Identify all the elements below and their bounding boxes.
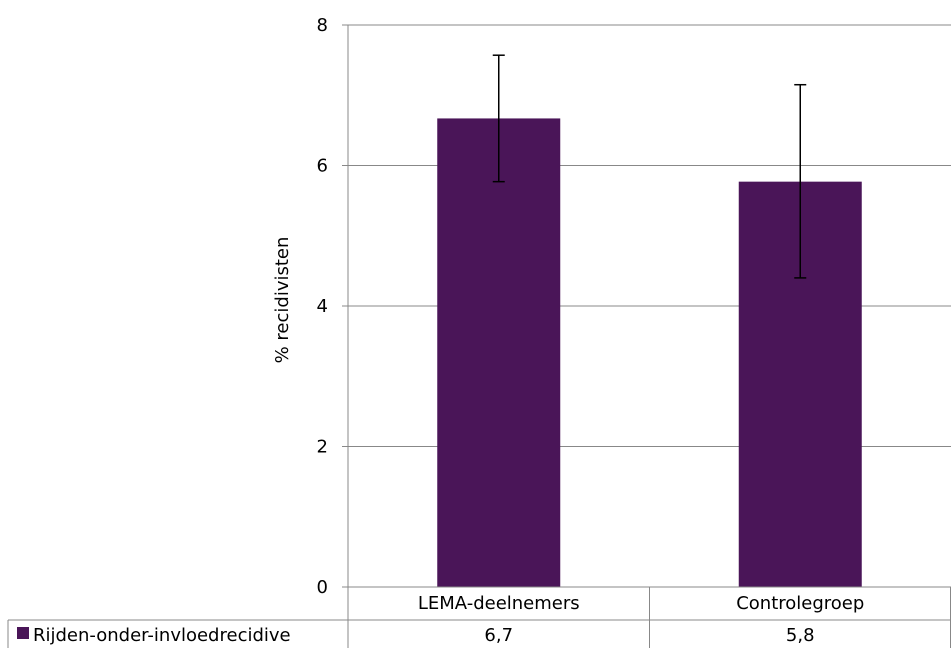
y-tick-label: 6	[317, 156, 328, 177]
y-tick-label: 0	[317, 577, 328, 598]
error-bars	[492, 54, 807, 279]
y-tick-label: 4	[317, 296, 328, 317]
legend-label: Rijden-onder-invloedrecidive	[33, 625, 291, 646]
legend-swatch	[17, 627, 29, 639]
category-label: LEMA-deelnemers	[418, 593, 580, 614]
y-axis-label: % recidivisten	[272, 237, 293, 364]
category-label: Controlegroep	[736, 593, 864, 614]
y-tick-label: 2	[317, 437, 328, 458]
data-table: LEMA-deelnemers 6,7 Controlegroep 5,8 Rijden…	[7, 587, 951, 648]
data-label: 5,8	[786, 625, 815, 646]
y-tick-label: 8	[317, 15, 328, 36]
bar	[437, 118, 561, 588]
data-label: 6,7	[484, 625, 513, 646]
bars	[437, 118, 862, 588]
